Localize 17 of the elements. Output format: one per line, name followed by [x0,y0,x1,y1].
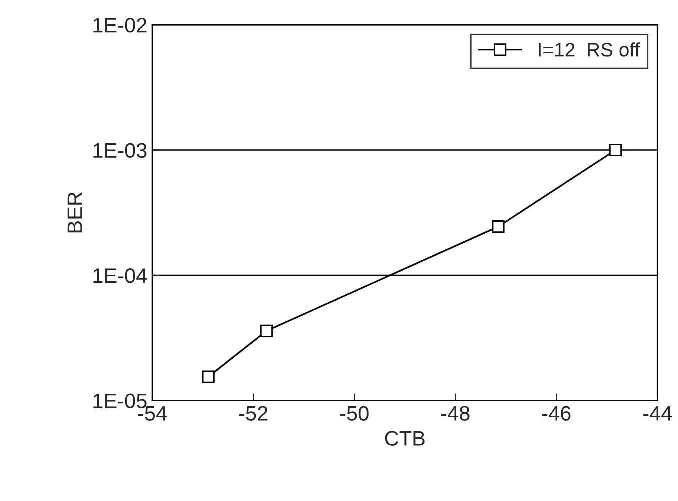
legend-label: I=12 RS off [539,42,640,57]
y-tick-label: 1E-05 [94,394,147,409]
x-tick-label: -52 [239,406,268,421]
x-tick-label: -50 [340,406,369,421]
x-tick-label: -48 [441,406,470,421]
point [260,324,273,338]
x-axis-title: CTB [385,431,425,446]
point [609,144,622,157]
point [492,220,505,234]
y-axis-title: BER [68,192,82,233]
x-tick-label: -54 [138,406,167,421]
x-tick-label: -46 [542,406,571,421]
y-tick-label: 1E-02 [94,18,147,33]
y-tick-label: 1E-04 [94,268,148,284]
point [202,370,215,384]
x-tick-label: -44 [644,406,672,421]
y-tick-label: 1E-03 [94,143,147,158]
